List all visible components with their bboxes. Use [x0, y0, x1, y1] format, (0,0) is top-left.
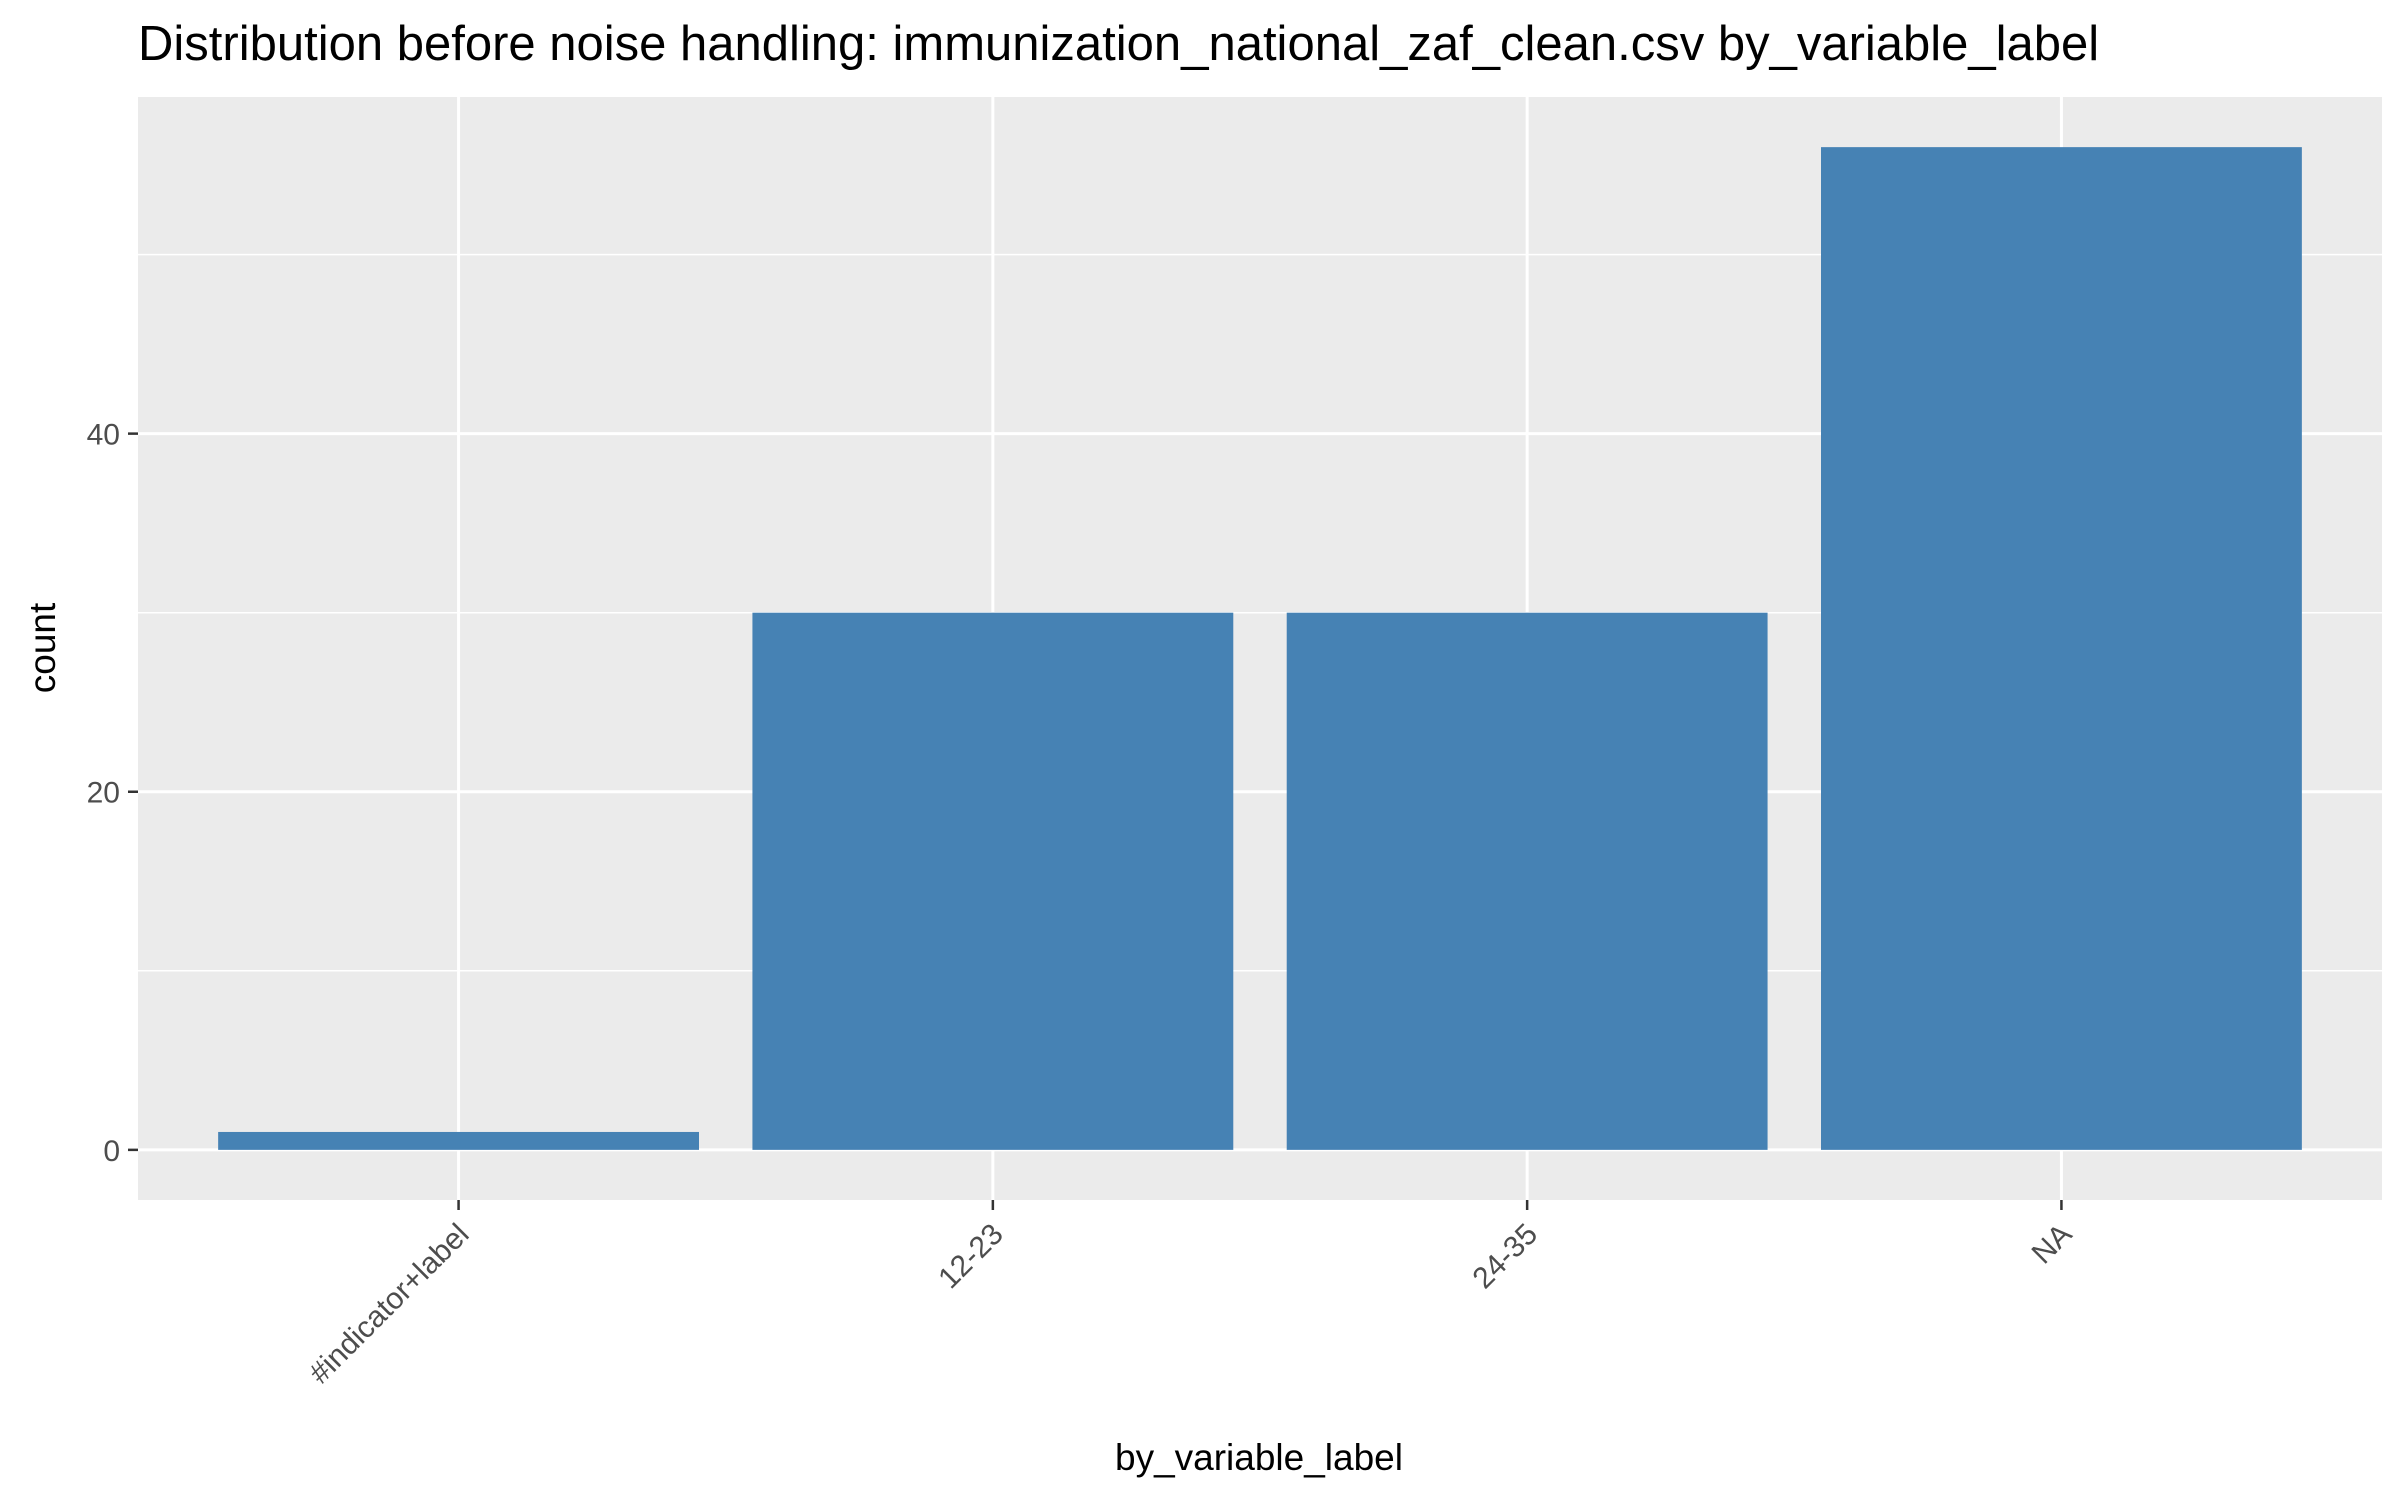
bars — [218, 147, 2302, 1150]
bar — [1286, 612, 1768, 1150]
chart-title: Distribution before noise handling: immu… — [138, 17, 2099, 71]
y-tick-label: 40 — [87, 419, 120, 452]
y-tick-label: 0 — [103, 1135, 120, 1168]
y-axis-title: count — [22, 602, 63, 693]
x-axis: #indicator+label 12-23 24-35 NA — [303, 1200, 2078, 1390]
y-axis: 0 20 40 — [87, 419, 138, 1168]
x-tick-label: NA — [2026, 1218, 2079, 1271]
bar — [752, 612, 1234, 1150]
x-tick-label: 24-35 — [1466, 1218, 1544, 1296]
bar — [218, 1131, 699, 1150]
x-axis-title: by_variable_label — [1115, 1437, 1403, 1478]
y-tick-label: 20 — [87, 777, 120, 810]
x-tick-label: #indicator+label — [303, 1218, 476, 1391]
bar — [1821, 147, 2302, 1150]
x-tick-label: 12-23 — [932, 1218, 1010, 1296]
